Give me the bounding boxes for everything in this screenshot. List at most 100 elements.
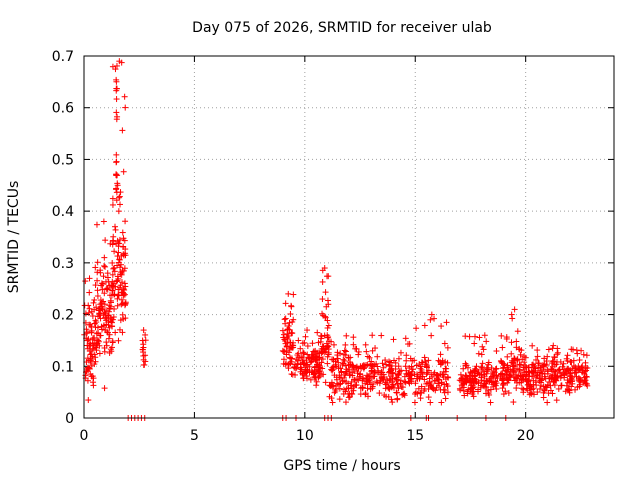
data-point: [113, 62, 120, 69]
data-point: [300, 361, 307, 368]
data-point: [284, 326, 291, 333]
data-point: [577, 366, 584, 373]
data-point: [294, 360, 301, 367]
data-point: [116, 284, 123, 291]
data-point: [534, 371, 541, 378]
data-point: [487, 386, 494, 393]
data-point: [307, 359, 314, 366]
data-point: [113, 87, 120, 94]
data-point: [304, 327, 311, 334]
data-point: [413, 362, 420, 369]
data-point: [308, 358, 315, 365]
data-point: [582, 379, 589, 386]
data-point: [502, 388, 509, 395]
data-point: [554, 351, 561, 358]
data-point: [406, 364, 413, 371]
data-point: [289, 330, 296, 337]
data-point: [105, 335, 112, 342]
data-point: [500, 364, 507, 371]
data-point: [541, 387, 548, 394]
data-point: [92, 282, 99, 289]
data-point: [577, 381, 584, 388]
data-point: [479, 365, 486, 372]
data-point: [334, 355, 341, 362]
data-point: [374, 353, 381, 360]
data-point: [282, 320, 289, 327]
data-point: [104, 285, 111, 292]
data-point: [349, 369, 356, 376]
data-point: [545, 346, 552, 353]
data-point: [421, 354, 428, 361]
data-point: [140, 327, 147, 334]
x-tick-label: 15: [406, 428, 424, 444]
data-point: [102, 310, 109, 317]
data-point: [363, 348, 370, 355]
data-point: [104, 329, 111, 336]
data-point: [99, 306, 106, 313]
data-point: [428, 311, 435, 318]
data-point: [119, 329, 126, 336]
data-point: [568, 383, 575, 390]
data-point: [109, 241, 116, 248]
data-point: [493, 386, 500, 393]
data-point: [106, 302, 113, 309]
data-point: [320, 343, 327, 350]
data-point: [349, 362, 356, 369]
data-point: [93, 347, 100, 354]
data-point: [421, 385, 428, 392]
data-point: [286, 319, 293, 326]
data-point: [142, 331, 149, 338]
data-point: [122, 250, 129, 257]
data-point: [573, 347, 580, 354]
data-point: [302, 333, 309, 340]
data-point: [142, 337, 149, 344]
data-point: [431, 315, 438, 322]
data-point: [105, 308, 112, 315]
data-point: [117, 317, 124, 324]
data-point: [82, 278, 89, 285]
data-point: [116, 193, 123, 200]
data-point: [509, 315, 516, 322]
data-point: [87, 371, 94, 378]
data-point: [81, 302, 88, 309]
data-point: [395, 363, 402, 370]
data-point: [314, 361, 321, 368]
data-point: [354, 370, 361, 377]
data-point: [414, 390, 421, 397]
data-point: [105, 319, 112, 326]
data-point: [337, 365, 344, 372]
data-point: [405, 371, 412, 378]
data-point: [91, 320, 98, 327]
data-point: [510, 399, 517, 406]
data-point: [112, 226, 119, 233]
data-point: [535, 360, 542, 367]
data-point: [583, 352, 590, 359]
data-point: [109, 339, 116, 346]
data-point: [417, 395, 424, 402]
data-point: [507, 374, 514, 381]
data-point: [405, 378, 412, 385]
data-point: [319, 278, 326, 285]
data-point: [475, 388, 482, 395]
data-point: [116, 58, 123, 65]
data-point: [313, 378, 320, 385]
data-point: [326, 393, 333, 400]
data-point: [474, 370, 481, 377]
data-point: [521, 369, 528, 376]
data-point: [280, 356, 287, 363]
data-point: [329, 367, 336, 374]
data-point: [405, 341, 412, 348]
data-point: [111, 305, 118, 312]
data-point: [418, 359, 425, 366]
data-point: [90, 375, 97, 382]
data-point: [117, 271, 124, 278]
data-point: [287, 310, 294, 317]
data-point: [109, 259, 116, 266]
data-point: [378, 332, 385, 339]
data-point: [357, 370, 364, 377]
data-point: [443, 319, 450, 326]
data-point: [565, 386, 572, 393]
data-point: [98, 300, 105, 307]
data-point: [395, 355, 402, 362]
data-point: [563, 382, 570, 389]
